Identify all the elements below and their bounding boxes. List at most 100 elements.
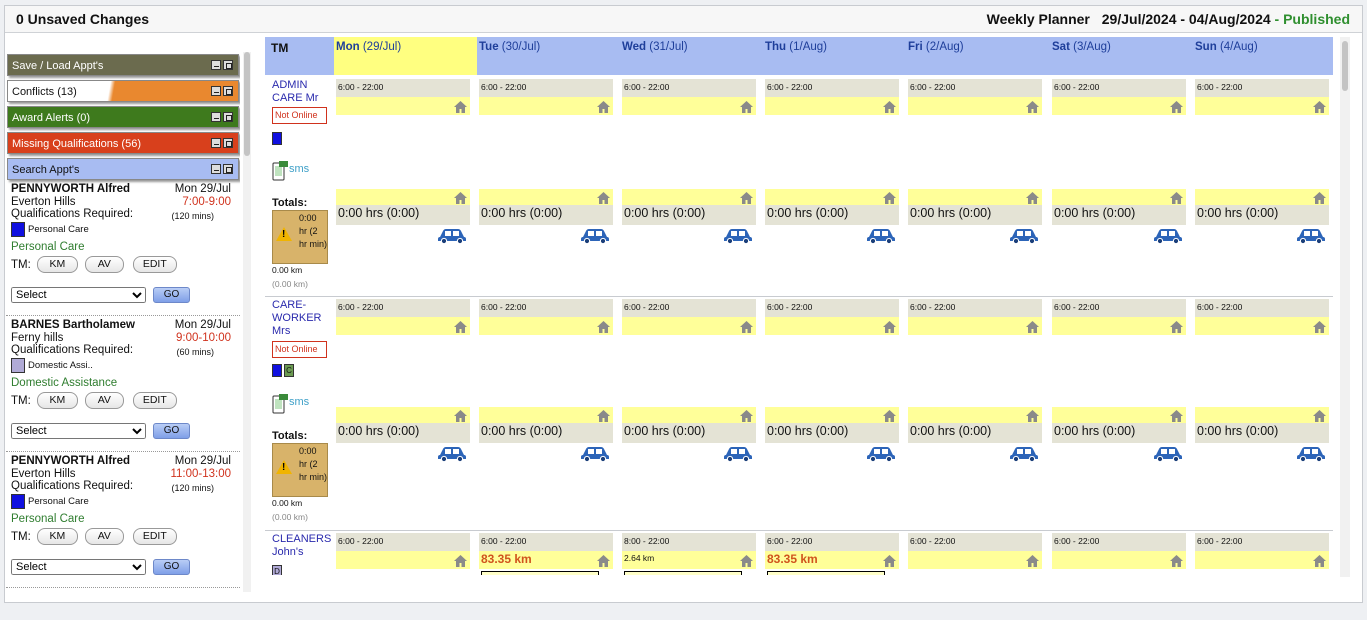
day-cell[interactable]: 8:00 - 22:00 2.64 km [622,533,756,575]
sms-link[interactable]: sms [289,396,310,408]
house-icon[interactable] [454,554,467,567]
go-button[interactable]: GO [153,559,190,575]
house-icon[interactable] [597,100,610,113]
appointment-block[interactable] [481,571,599,575]
availability-block[interactable]: 6:00 - 22:00 [336,299,470,335]
appointment-block[interactable] [624,571,742,575]
car-icon[interactable] [866,228,896,245]
availability-block[interactable]: 6:00 - 22:00 [765,79,899,115]
maximize-icon[interactable] [223,138,233,148]
availability-block[interactable]: 6:00 - 22:00 [1195,79,1329,115]
minimize-icon[interactable] [211,164,221,174]
house-icon[interactable] [740,100,753,113]
house-icon[interactable] [1170,100,1183,113]
availability-block[interactable]: 6:00 - 22:00 [479,299,613,335]
edit-button[interactable]: EDIT [132,392,177,409]
day-cell[interactable]: 6:00 - 22:00 0:00 hrs (0:00) [765,299,899,529]
car-icon[interactable] [1296,228,1326,245]
panel-window-controls[interactable] [209,138,233,149]
panel-window-controls[interactable] [209,60,233,71]
panel-window-controls[interactable] [209,164,233,175]
day-cell[interactable]: 6:00 - 22:00 0:00 hrs (0:00) [479,299,613,529]
car-icon[interactable] [1153,228,1183,245]
day-cell[interactable]: 6:00 - 22:00 0:00 hrs (0:00) [908,299,1042,529]
day-cell[interactable]: 6:00 - 22:00 83.35 km [479,533,613,575]
availability-block[interactable]: 6:00 - 22:00 [622,299,756,335]
house-icon[interactable] [1026,191,1039,204]
availability-block[interactable]: 6:00 - 22:00 83.35 km [479,533,613,569]
house-icon[interactable] [454,409,467,422]
av-button[interactable]: AV [84,256,124,273]
team-member-select[interactable]: Select [11,423,146,439]
minimize-icon[interactable] [211,138,221,148]
day-cell[interactable]: 6:00 - 22:00 0:00 hrs (0:00) [1195,79,1329,295]
house-icon[interactable] [1170,320,1183,333]
availability-block[interactable]: 6:00 - 22:00 [908,79,1042,115]
availability-block[interactable]: 8:00 - 22:00 2.64 km [622,533,756,569]
award-alerts-panel[interactable]: Award Alerts (0) [7,106,239,128]
team-member-select[interactable]: Select [11,559,146,575]
availability-block[interactable]: 6:00 - 22:00 [908,299,1042,335]
house-icon[interactable] [597,191,610,204]
day-cell[interactable]: 6:00 - 22:00 [908,533,1042,575]
availability-block[interactable]: 6:00 - 22:00 [765,299,899,335]
day-header-sat[interactable]: Sat (3/Aug) [1050,37,1190,75]
car-icon[interactable] [437,446,467,463]
save-load-panel[interactable]: Save / Load Appt's [7,54,239,76]
house-icon[interactable] [1313,409,1326,422]
day-cell[interactable]: 6:00 - 22:00 0:00 hrs (0:00) [479,79,613,295]
car-icon[interactable] [1009,228,1039,245]
missing-qualifications-panel[interactable]: Missing Qualifications (56) [7,132,239,154]
go-button[interactable]: GO [153,423,190,439]
house-icon[interactable] [740,320,753,333]
day-cell[interactable]: 6:00 - 22:00 0:00 hrs (0:00) [908,79,1042,295]
car-icon[interactable] [580,228,610,245]
day-cell[interactable]: 6:00 - 22:00 [1195,533,1329,575]
house-icon[interactable] [1026,409,1039,422]
house-icon[interactable] [740,409,753,422]
edit-button[interactable]: EDIT [132,528,177,545]
availability-block[interactable]: 6:00 - 22:00 [1195,299,1329,335]
day-header-wed[interactable]: Wed (31/Jul) [620,37,760,75]
availability-block[interactable]: 6:00 - 22:00 [1052,299,1186,335]
panel-window-controls[interactable] [209,86,233,97]
availability-block[interactable]: 6:00 - 22:00 83.35 km [765,533,899,569]
day-cell[interactable]: 6:00 - 22:00 83.35 km [765,533,899,575]
day-cell[interactable]: 6:00 - 22:00 0:00 hrs (0:00) [1195,299,1329,529]
minimize-icon[interactable] [211,86,221,96]
availability-block[interactable]: 6:00 - 22:00 [622,79,756,115]
availability-block[interactable]: 6:00 - 22:00 [1052,533,1186,569]
house-icon[interactable] [597,409,610,422]
search-appts-panel[interactable]: Search Appt's [7,158,239,180]
go-button[interactable]: GO [153,287,190,303]
day-cell[interactable]: 6:00 - 22:00 [336,533,470,575]
day-header-thu[interactable]: Thu (1/Aug) [763,37,903,75]
conflicts-panel[interactable]: Conflicts (13) [7,80,239,102]
availability-block[interactable]: 6:00 - 22:00 [908,533,1042,569]
km-button[interactable]: KM [36,528,78,545]
house-icon[interactable] [883,191,896,204]
day-cell[interactable]: 6:00 - 22:00 0:00 hrs (0:00) [1052,79,1186,295]
appointment-block[interactable] [767,571,885,575]
grid-scrollbar[interactable] [1340,37,1350,577]
minimize-icon[interactable] [211,112,221,122]
house-icon[interactable] [1313,100,1326,113]
availability-block[interactable]: 6:00 - 22:00 [1195,533,1329,569]
sms-phone-icon[interactable] [272,161,288,181]
edit-button[interactable]: EDIT [132,256,177,273]
minimize-icon[interactable] [211,60,221,70]
car-icon[interactable] [1009,446,1039,463]
house-icon[interactable] [454,191,467,204]
house-icon[interactable] [883,320,896,333]
house-icon[interactable] [597,320,610,333]
house-icon[interactable] [740,554,753,567]
availability-block[interactable]: 6:00 - 22:00 [1052,79,1186,115]
worker-name[interactable]: CLEANERS John's [272,533,332,558]
maximize-icon[interactable] [223,86,233,96]
maximize-icon[interactable] [223,164,233,174]
day-cell[interactable]: 6:00 - 22:00 0:00 hrs (0:00) [1052,299,1186,529]
grid-scroll-thumb[interactable] [1342,41,1348,91]
day-cell[interactable]: 6:00 - 22:00 0:00 hrs (0:00) [336,299,470,529]
car-icon[interactable] [437,228,467,245]
day-cell[interactable]: 6:00 - 22:00 0:00 hrs (0:00) [622,299,756,529]
